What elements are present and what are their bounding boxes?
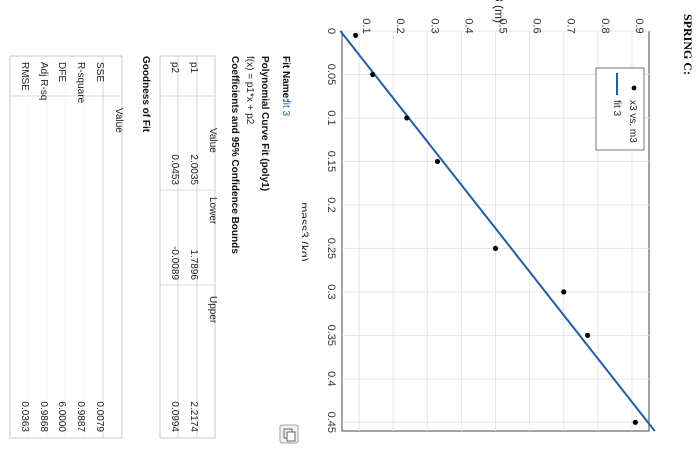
legend-label-fit: fit 3 (611, 100, 622, 117)
x-tick-label: 0.3 (325, 284, 337, 299)
gof-row-name: DFE (56, 62, 67, 82)
coeff-row-lower: -0.0089 (169, 246, 180, 280)
coeff-table (159, 55, 216, 439)
gof-header-value: Value (113, 108, 124, 133)
y-tick-label: 0.4 (462, 18, 474, 33)
model-title: Polynomial Curve Fit (poly1) (259, 56, 270, 191)
coeff-row-upper: 2.2174 (188, 401, 199, 432)
y-tick-label: 0.8 (599, 18, 611, 33)
y-tick-label: 0.2 (394, 18, 406, 33)
coeff-title: Coefficients and 95% Confidence Bounds (229, 56, 240, 254)
gof-row-value: 6.0000 (56, 401, 67, 432)
x-tick-label: 0.2 (325, 197, 337, 212)
x-tick-label: 0.4 (325, 371, 337, 386)
coeff-row-value: 2.0035 (188, 154, 199, 185)
y-ticks: 0.1 0.2 0.3 0.4 0.5 0.6 0.7 0.8 0.9 (360, 18, 645, 33)
y-tick-label: 0.5 (497, 18, 509, 33)
data-point (632, 419, 638, 425)
gof-row-value: 0.0363 (19, 401, 30, 432)
coeff-header-value: Value (207, 128, 218, 153)
y-tick-label: 0.1 (360, 18, 372, 33)
x-tick-label: 0.05 (325, 64, 337, 85)
legend: x3 vs. m3 fit 3 (595, 67, 645, 151)
data-point (561, 289, 567, 295)
coeff-row-upper: 0.0994 (169, 401, 180, 432)
legend-label-points: x3 vs. m3 (627, 100, 638, 143)
x-tick-label: 0.45 (325, 412, 337, 433)
data-point (370, 71, 376, 78)
y-tick-label: 0.6 (531, 18, 543, 33)
coeff-row-value: 0.0453 (169, 154, 180, 185)
gof-row-name: R-square (75, 62, 86, 104)
data-point (585, 332, 591, 338)
data-point (434, 158, 441, 165)
page-heading: SPRING C: (681, 14, 695, 75)
copy-button[interactable] (279, 424, 299, 444)
gof-row-name: Adj R-sq (38, 62, 49, 100)
x-tick-label: 0 (325, 28, 337, 34)
data-point (492, 245, 499, 251)
y-tick-label: 0.9 (633, 18, 645, 33)
gof-table (9, 55, 123, 439)
fit-report: Fit Name: fit 3 Polynomial Curve Fit (po… (9, 52, 302, 452)
gof-row-name: RMSE (19, 62, 30, 91)
x-ticks: 0 0.05 0.1 0.15 0.2 0.25 0.3 0.35 0.4 0.45 (325, 28, 337, 433)
x-tick-label: 0.1 (325, 110, 337, 125)
fit-line (339, 30, 656, 432)
data-point (353, 32, 359, 38)
legend-point-marker (631, 85, 637, 91)
y-tick-label: 0.3 (428, 18, 440, 33)
x-tick-label: 0.25 (325, 238, 337, 259)
legend-box (595, 67, 645, 151)
x-tick-label: 0.15 (325, 151, 337, 172)
gof-row-value: 0.9887 (75, 401, 86, 432)
coeff-row-name: p2 (169, 62, 180, 74)
coeff-row-lower: 1.7896 (188, 249, 199, 280)
fit-name-label: Fit Name: (280, 56, 291, 102)
fit-name-value: fit 3 (280, 100, 291, 117)
x-tick-label: 0.35 (325, 325, 337, 346)
y-axis-title: x3 (m) (492, 0, 506, 23)
gof-row-value: 0.0079 (94, 401, 105, 432)
gof-title: Goodness of Fit (140, 56, 151, 133)
coeff-header-lower: Lower (207, 197, 218, 225)
gof-row-value: 0.9868 (38, 401, 49, 432)
data-point (404, 115, 410, 121)
model-equation: f(x) = p1*x + p2 (244, 56, 255, 125)
coeff-header-upper: Upper (207, 296, 218, 324)
y-tick-label: 0.7 (565, 18, 577, 33)
gof-row-name: SSE (94, 62, 105, 82)
coeff-row-name: p1 (188, 62, 199, 74)
data-points (353, 32, 638, 425)
